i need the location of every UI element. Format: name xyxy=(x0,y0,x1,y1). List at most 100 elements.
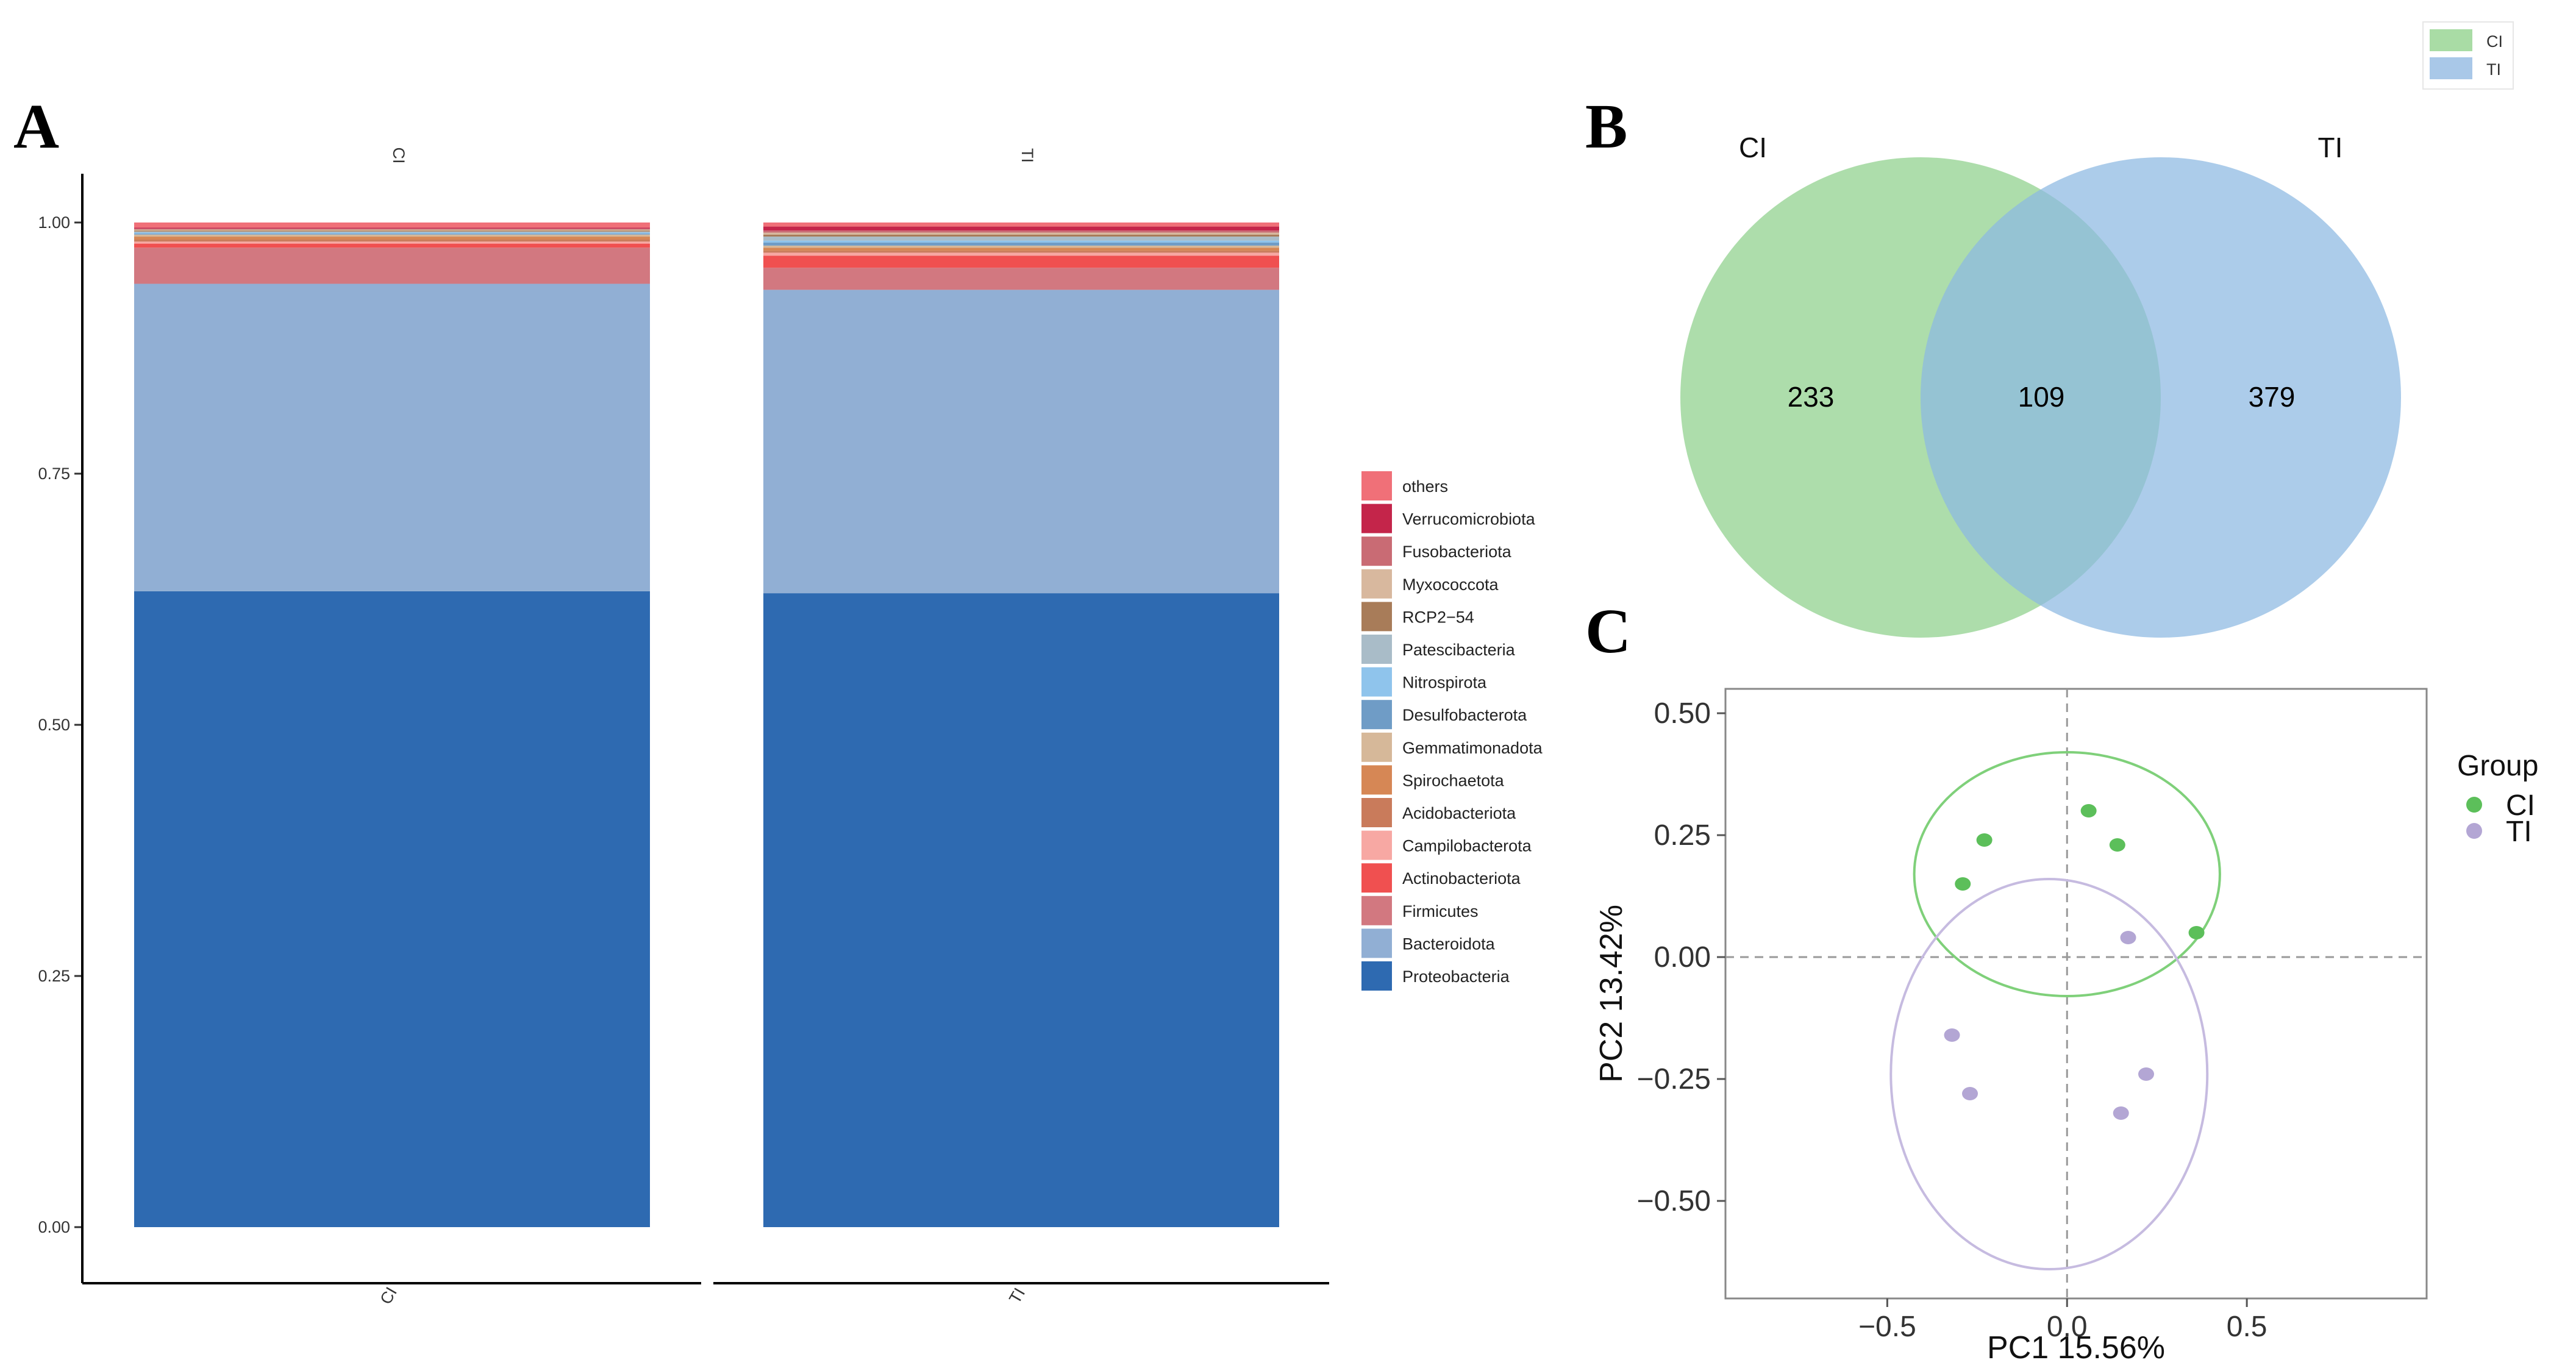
venn-count-ti-only: 379 xyxy=(2249,381,2296,413)
bar-segment-ti-firmicutes xyxy=(763,268,1279,290)
facet-strip-label-ti: TI xyxy=(1018,148,1036,163)
y-tick-label: 0.25 xyxy=(38,967,70,985)
bar-segment-ci-nitrospirota xyxy=(134,232,650,234)
bar-segment-ti-desulfobacterota xyxy=(763,242,1279,246)
bar-segment-ti-proteobacteria xyxy=(763,593,1279,1227)
legend-swatch-rcp2-54 xyxy=(1361,602,1392,632)
pca-y-tick-label: 0.25 xyxy=(1654,819,1711,852)
bar-segment-ci-rcp2-54 xyxy=(134,230,650,232)
pca-x-tick-label: −0.5 xyxy=(1858,1311,1916,1343)
pca-points xyxy=(1944,804,2205,1120)
venn-set-label-ti: TI xyxy=(2318,132,2343,163)
y-tick-label: 0.00 xyxy=(38,1218,70,1236)
bar-segment-ti-rcp2-54 xyxy=(763,234,1279,237)
legend-label-fusobacteriota: Fusobacteriota xyxy=(1402,543,1512,561)
bar-segment-ci-fusobacteriota xyxy=(134,228,650,230)
bar-segment-ti-others xyxy=(763,223,1279,227)
legend-swatch-campilobacterota xyxy=(1361,830,1392,860)
bar-segment-ci-firmicutes xyxy=(134,247,650,284)
x-tick-label-ci: CI xyxy=(376,1284,400,1307)
legend-label-patescibacteria: Patescibacteria xyxy=(1402,641,1516,659)
legend-label-others: others xyxy=(1402,477,1448,496)
x-tick-label-ti: TI xyxy=(1005,1285,1029,1307)
bar-segment-ti-nitrospirota xyxy=(763,240,1279,243)
pca-legend-dot-ci xyxy=(2466,797,2482,813)
legend-label-bacteroidota: Bacteroidota xyxy=(1402,935,1496,953)
panel-a-bars xyxy=(134,223,1279,1228)
facet-strip-label-ci: CI xyxy=(390,148,408,164)
bar-segment-ci-spirochaetota xyxy=(134,237,650,240)
pca-point-ti xyxy=(1944,1028,1960,1042)
legend-label-firmicutes: Firmicutes xyxy=(1402,902,1479,921)
venn-set-label-ci: CI xyxy=(1739,132,1767,163)
legend-swatch-bacteroidota xyxy=(1361,928,1392,958)
legend-label-desulfobacterota: Desulfobacterota xyxy=(1402,706,1527,724)
bar-segment-ci-actinobacteriota xyxy=(134,243,650,248)
panel-letter-b: B xyxy=(1585,91,1627,162)
bar-segment-ci-proteobacteria xyxy=(134,591,650,1228)
panel-a-y-axis: 0.00 0.25 0.50 0.75 1.00 xyxy=(38,213,82,1236)
bar-segment-ci-bacteroidota xyxy=(134,283,650,591)
pca-legend-label-ci: CI xyxy=(2506,789,2535,822)
venn-legend-label-ci: CI xyxy=(2486,32,2503,51)
bar-segment-ti-patescibacteria xyxy=(763,237,1279,241)
pca-legend-dot-ti xyxy=(2466,823,2482,839)
bar-segment-ci-gemmatimonadota xyxy=(134,234,650,237)
bar-segment-ti-verrucomicrobiota xyxy=(763,226,1279,231)
legend-swatch-others xyxy=(1361,471,1392,500)
bar-segment-ci-others xyxy=(134,223,650,228)
bar-segment-ci-desulfobacterota xyxy=(134,233,650,235)
pca-axes: −0.5 0.0 0.5 −0.50 −0.25 0.00 0.25 0.50 xyxy=(1637,689,2427,1343)
pca-x-axis-label: PC1 15.56% xyxy=(1987,1330,2165,1366)
legend-label-actinobacteriota: Actinobacteriota xyxy=(1402,869,1521,888)
venn-circle-ti xyxy=(1921,157,2401,638)
pca-x-tick-label: 0.5 xyxy=(2227,1311,2267,1343)
pca-plot-frame xyxy=(1724,688,2428,1300)
legend-label-acidobacteriota: Acidobacteriota xyxy=(1402,804,1516,822)
legend-label-rcp2-54: RCP2−54 xyxy=(1402,608,1474,626)
bar-segment-ti-acidobacteriota xyxy=(763,251,1279,253)
panel-c-pca-scatter: −0.5 0.0 0.5 −0.50 −0.25 0.00 0.25 0.50 PC1 15.… xyxy=(1594,688,2538,1366)
pca-point-ci xyxy=(1955,877,1971,891)
pca-x-tick-label: 0.0 xyxy=(2047,1311,2088,1343)
pca-y-tick-label: −0.50 xyxy=(1637,1185,1711,1217)
panel-b-venn-diagram: CI TI 233 109 379 CI TI xyxy=(1680,21,2514,638)
venn-legend-swatch-ci xyxy=(2430,29,2472,51)
y-tick-label: 0.75 xyxy=(38,465,70,483)
pca-point-ti xyxy=(1962,1087,1978,1100)
bar-segment-ti-actinobacteriota xyxy=(763,255,1279,268)
legend-swatch-actinobacteriota xyxy=(1361,863,1392,893)
bar-segment-ti-myxococcota xyxy=(763,232,1279,235)
pca-legend: Group CI TI xyxy=(2457,750,2538,848)
legend-label-gemmatimonadota: Gemmatimonadota xyxy=(1402,739,1543,757)
legend-label-verrucomicrobiota: Verrucomicrobiota xyxy=(1402,510,1536,529)
pca-point-ci xyxy=(2188,926,2205,939)
pca-y-tick-label: 0.00 xyxy=(1654,941,1711,974)
pca-legend-title: Group xyxy=(2457,750,2538,782)
pca-legend-label-ti: TI xyxy=(2506,816,2532,848)
legend-label-myxococcota: Myxococcota xyxy=(1402,575,1499,594)
legend-swatch-acidobacteriota xyxy=(1361,798,1392,827)
pca-y-tick-label: −0.25 xyxy=(1637,1063,1711,1095)
pca-ellipse-ti xyxy=(1889,878,2209,1270)
pca-y-axis-label: PC2 13.42% xyxy=(1594,905,1629,1083)
legend-swatch-gemmatimonadota xyxy=(1361,732,1392,762)
legend-label-spirochaetota: Spirochaetota xyxy=(1402,771,1505,789)
legend-swatch-fusobacteriota xyxy=(1361,536,1392,566)
venn-legend-label-ti: TI xyxy=(2486,60,2501,79)
panel-a-stacked-bar-chart: 0.00 0.25 0.50 0.75 1.00 CI CI TI TI others V… xyxy=(38,148,1543,1308)
legend-label-campilobacterota: Campilobacterota xyxy=(1402,837,1532,855)
panel-letter-a: A xyxy=(13,91,59,162)
legend-swatch-desulfobacterota xyxy=(1361,700,1392,730)
panel-a-legend: others Verrucomicrobiota Fusobacteriota Myx… xyxy=(1361,471,1543,991)
pca-point-ci xyxy=(2109,838,2125,852)
bar-segment-ti-gemmatimonadota xyxy=(763,245,1279,248)
pca-point-ti xyxy=(2120,931,2136,944)
bar-segment-ti-spirochaetota xyxy=(763,247,1279,251)
pca-point-ci xyxy=(1976,833,1993,847)
pca-point-ci xyxy=(2080,804,2097,817)
legend-swatch-myxococcota xyxy=(1361,569,1392,599)
bar-segment-ti-fusobacteriota xyxy=(763,230,1279,233)
y-tick-label: 1.00 xyxy=(38,213,70,232)
